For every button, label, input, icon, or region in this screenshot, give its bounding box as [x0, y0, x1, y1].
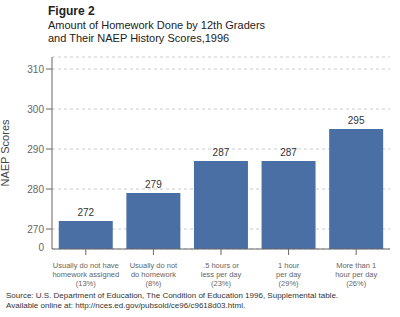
- svg-text:300: 300: [27, 104, 44, 115]
- svg-text:More than 1hour per day(26%): More than 1hour per day(26%): [335, 261, 377, 288]
- html-text:Available online at: http://nc: Available online at: http://nces.ed.gov/…: [6, 301, 246, 310]
- html-text:Figure 2: Figure 2: [48, 4, 95, 18]
- svg-text:.5 hours orless per day(23%): .5 hours orless per day(23%): [201, 261, 242, 288]
- svg-text:279: 279: [145, 179, 162, 190]
- svg-text:1 hourper day(29%): 1 hourper day(29%): [276, 261, 301, 288]
- svg-text:290: 290: [27, 144, 44, 155]
- svg-text:295: 295: [348, 115, 365, 126]
- svg-text:Usually do notdo homework(8%): Usually do notdo homework(8%): [130, 261, 178, 288]
- svg-text:287: 287: [280, 147, 297, 158]
- svg-text:287: 287: [213, 147, 230, 158]
- html-text:Source: U.S. Department of Edu: Source: U.S. Department of Education, Th…: [6, 291, 339, 300]
- svg-text:272: 272: [77, 207, 94, 218]
- svg-text:Usually do not havehomework as: Usually do not havehomework assigned(13%…: [52, 261, 119, 288]
- svg-text:0: 0: [38, 242, 44, 253]
- svg-text:310: 310: [27, 64, 44, 75]
- svg-text:280: 280: [27, 184, 44, 195]
- svg-text:NAEP Scores: NAEP Scores: [8, 119, 11, 187]
- html-text:Amount of Homework Done by 12t: Amount of Homework Done by 12th Graders …: [48, 19, 265, 44]
- svg-text:270: 270: [27, 224, 44, 235]
